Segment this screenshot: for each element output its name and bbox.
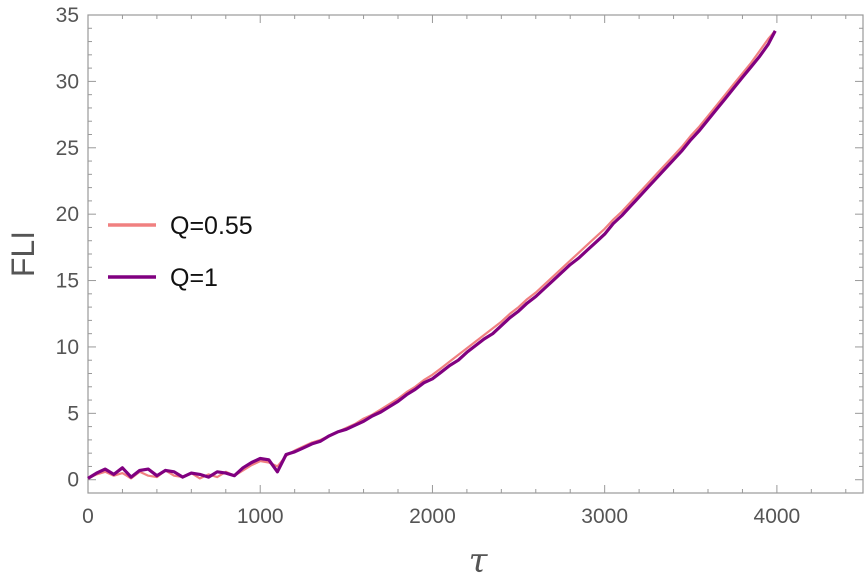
legend-label-q055: Q=0.55 [170,212,253,240]
x-axis-label: τ [469,541,489,581]
y-tick-label: 30 [56,70,79,93]
y-axis: 0 5 10 15 20 25 30 35 [56,4,863,492]
y-tick-label: 5 [67,402,79,425]
series-layer [87,30,777,480]
y-tick-label: 35 [56,4,79,27]
x-tick-label: 3000 [581,505,628,528]
y-tick-label: 10 [56,336,79,359]
legend: Q=0.55 Q=1 [108,212,253,292]
x-tick-label: 1000 [237,505,284,528]
x-tick-label: 0 [82,505,94,528]
series-line-q1 [87,30,777,480]
y-axis-label: FLI [5,231,41,277]
x-axis: 0 1000 2000 3000 4000 [82,15,847,528]
y-tick-label: 0 [67,469,79,492]
legend-label-q1: Q=1 [170,264,218,292]
series-line-q055 [87,30,777,480]
y-tick-label: 25 [56,137,79,160]
y-tick-label: 20 [56,203,79,226]
y-tick-label: 15 [56,270,79,293]
x-tick-label: 4000 [754,505,801,528]
x-tick-label: 2000 [409,505,456,528]
plot-frame [87,14,864,494]
